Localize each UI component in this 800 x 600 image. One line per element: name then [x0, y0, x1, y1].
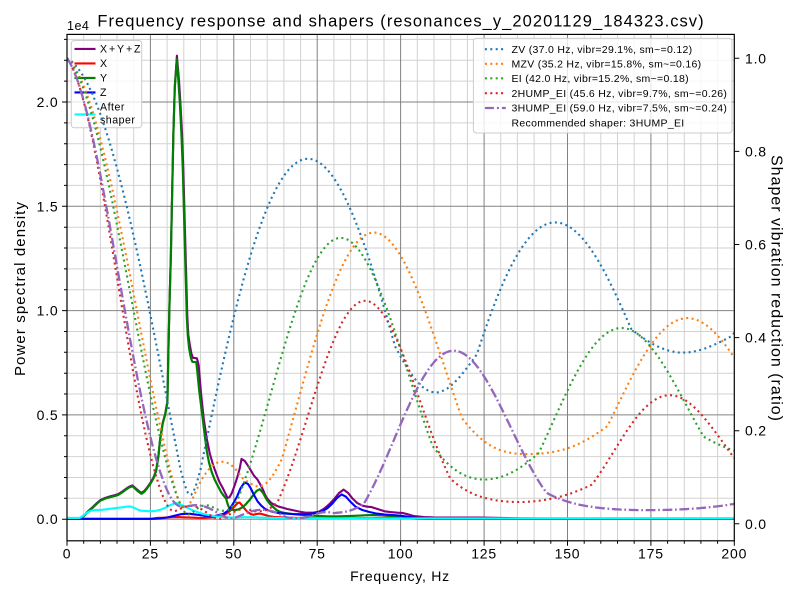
svg-text:Frequency, Hz: Frequency, Hz — [350, 568, 450, 584]
svg-text:Shaper vibration reduction (ra: Shaper vibration reduction (ratio) — [768, 155, 785, 422]
svg-text:X + Y + Z: X + Y + Z — [100, 44, 141, 56]
svg-text:1.5: 1.5 — [37, 198, 59, 214]
svg-text:ZV (37.0 Hz, vibr=29.1%, sm~=0: ZV (37.0 Hz, vibr=29.1%, sm~=0.12) — [512, 44, 693, 56]
svg-text:Y: Y — [100, 73, 108, 85]
svg-text:125: 125 — [471, 546, 497, 562]
svg-text:shaper: shaper — [100, 115, 135, 127]
svg-text:75: 75 — [309, 546, 326, 562]
svg-text:Power spectral density: Power spectral density — [12, 201, 29, 376]
svg-text:0.5: 0.5 — [37, 407, 59, 423]
svg-text:100: 100 — [388, 546, 414, 562]
svg-text:1e4: 1e4 — [67, 19, 89, 33]
svg-text:25: 25 — [142, 546, 159, 562]
svg-text:0.4: 0.4 — [745, 330, 767, 346]
svg-text:0.8: 0.8 — [745, 143, 767, 159]
svg-text:50: 50 — [225, 546, 242, 562]
svg-text:EI (42.0 Hz, vibr=15.2%, sm~=0: EI (42.0 Hz, vibr=15.2%, sm~=0.18) — [512, 73, 689, 85]
svg-text:Frequency response and shapers: Frequency response and shapers (resonanc… — [97, 12, 704, 30]
svg-text:0: 0 — [63, 546, 72, 562]
svg-text:2HUMP_EI (45.6 Hz, vibr=9.7%,: 2HUMP_EI (45.6 Hz, vibr=9.7%, sm~=0.26) — [512, 88, 728, 100]
svg-text:MZV (35.2 Hz, vibr=15.8%, sm~=: MZV (35.2 Hz, vibr=15.8%, sm~=0.16) — [512, 59, 702, 71]
svg-text:175: 175 — [638, 546, 664, 562]
svg-text:3HUMP_EI (59.0 Hz, vibr=7.5%,: 3HUMP_EI (59.0 Hz, vibr=7.5%, sm~=0.24) — [512, 103, 728, 115]
svg-text:0.2: 0.2 — [745, 423, 767, 439]
svg-text:X: X — [100, 58, 108, 70]
svg-text:1.0: 1.0 — [37, 303, 59, 319]
svg-text:Z: Z — [100, 87, 107, 99]
svg-text:2.0: 2.0 — [37, 94, 59, 110]
svg-text:0.0: 0.0 — [37, 511, 59, 527]
svg-text:150: 150 — [555, 546, 581, 562]
svg-text:After: After — [100, 102, 125, 114]
svg-text:0.6: 0.6 — [745, 237, 767, 253]
svg-text:0.0: 0.0 — [745, 516, 767, 532]
svg-text:Recommended shaper: 3HUMP_EI: Recommended shaper: 3HUMP_EI — [512, 117, 685, 129]
svg-text:200: 200 — [721, 546, 747, 562]
svg-text:1.0: 1.0 — [745, 50, 767, 66]
